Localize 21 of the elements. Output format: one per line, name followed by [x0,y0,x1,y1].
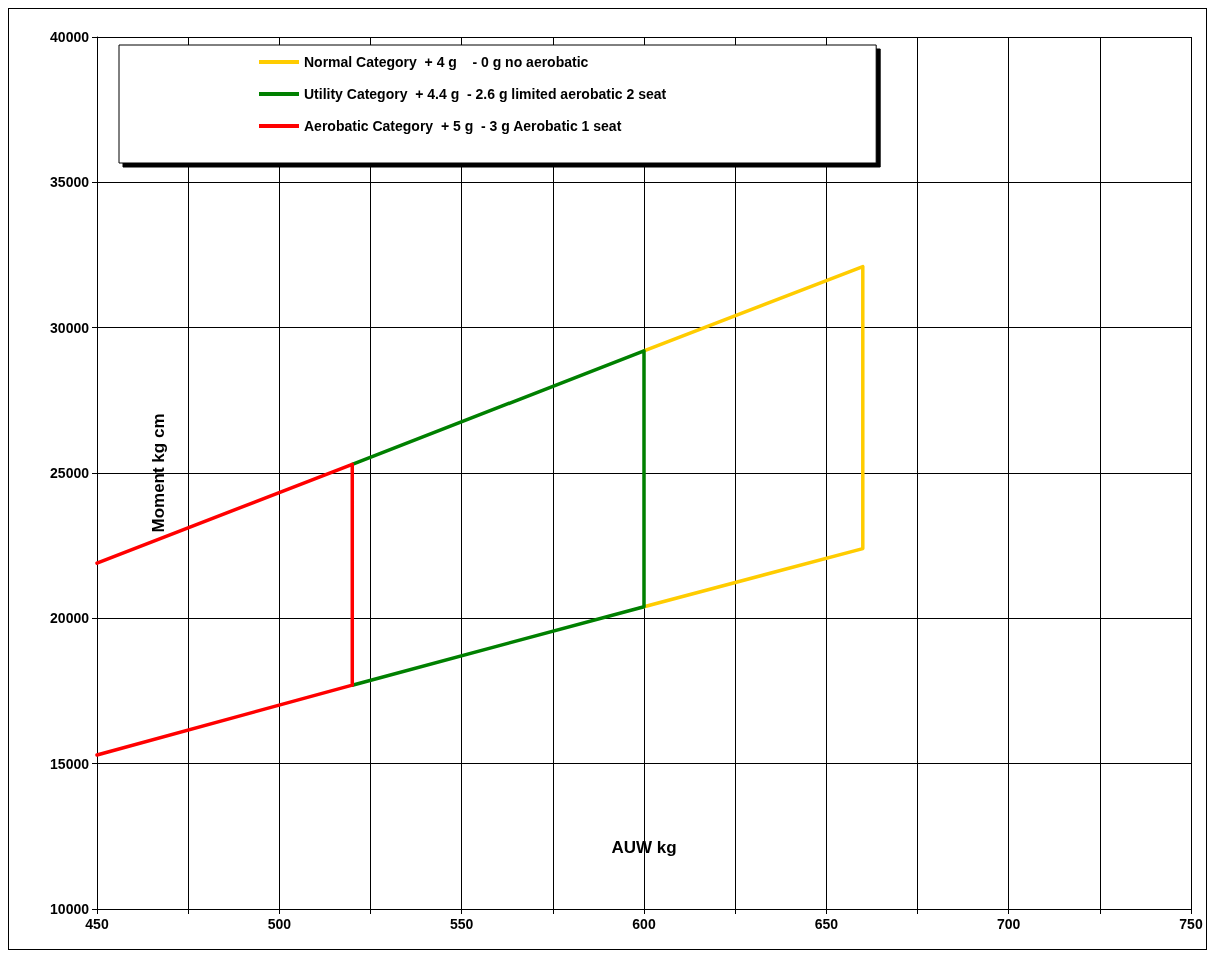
x-tick-label: 700 [996,916,1021,932]
x-tick-label: 650 [814,916,839,932]
legend-label: Aerobatic Category + 5 g - 3 g Aerobatic 1 seat [304,118,622,134]
y-tick-label: 35000 [50,174,90,191]
x-tick-label: 600 [632,916,656,932]
y-tick-label: 10000 [50,901,90,917]
line-series [350,349,646,687]
y-axis-title: Moment kg cm [149,413,168,533]
line-series [642,264,865,609]
legend-label: Normal Category + 4 g - 0 g no aerobatic [304,54,589,70]
x-tick-label: 750 [1179,916,1203,932]
line-series [95,462,355,757]
y-tick-label: 20000 [50,610,90,627]
legend-label: Utility Category + 4.4 g - 2.6 g limited aerobatic 2 seat [304,86,667,102]
x-tick-label: 550 [449,916,474,932]
x-tick-label: 500 [267,916,292,932]
x-tick-label: 450 [85,916,109,932]
y-tick-label: 25000 [50,465,90,481]
y-tick-label: 30000 [50,319,90,336]
y-tick-label: 15000 [50,755,90,772]
y-tick-label: 40000 [50,29,90,45]
